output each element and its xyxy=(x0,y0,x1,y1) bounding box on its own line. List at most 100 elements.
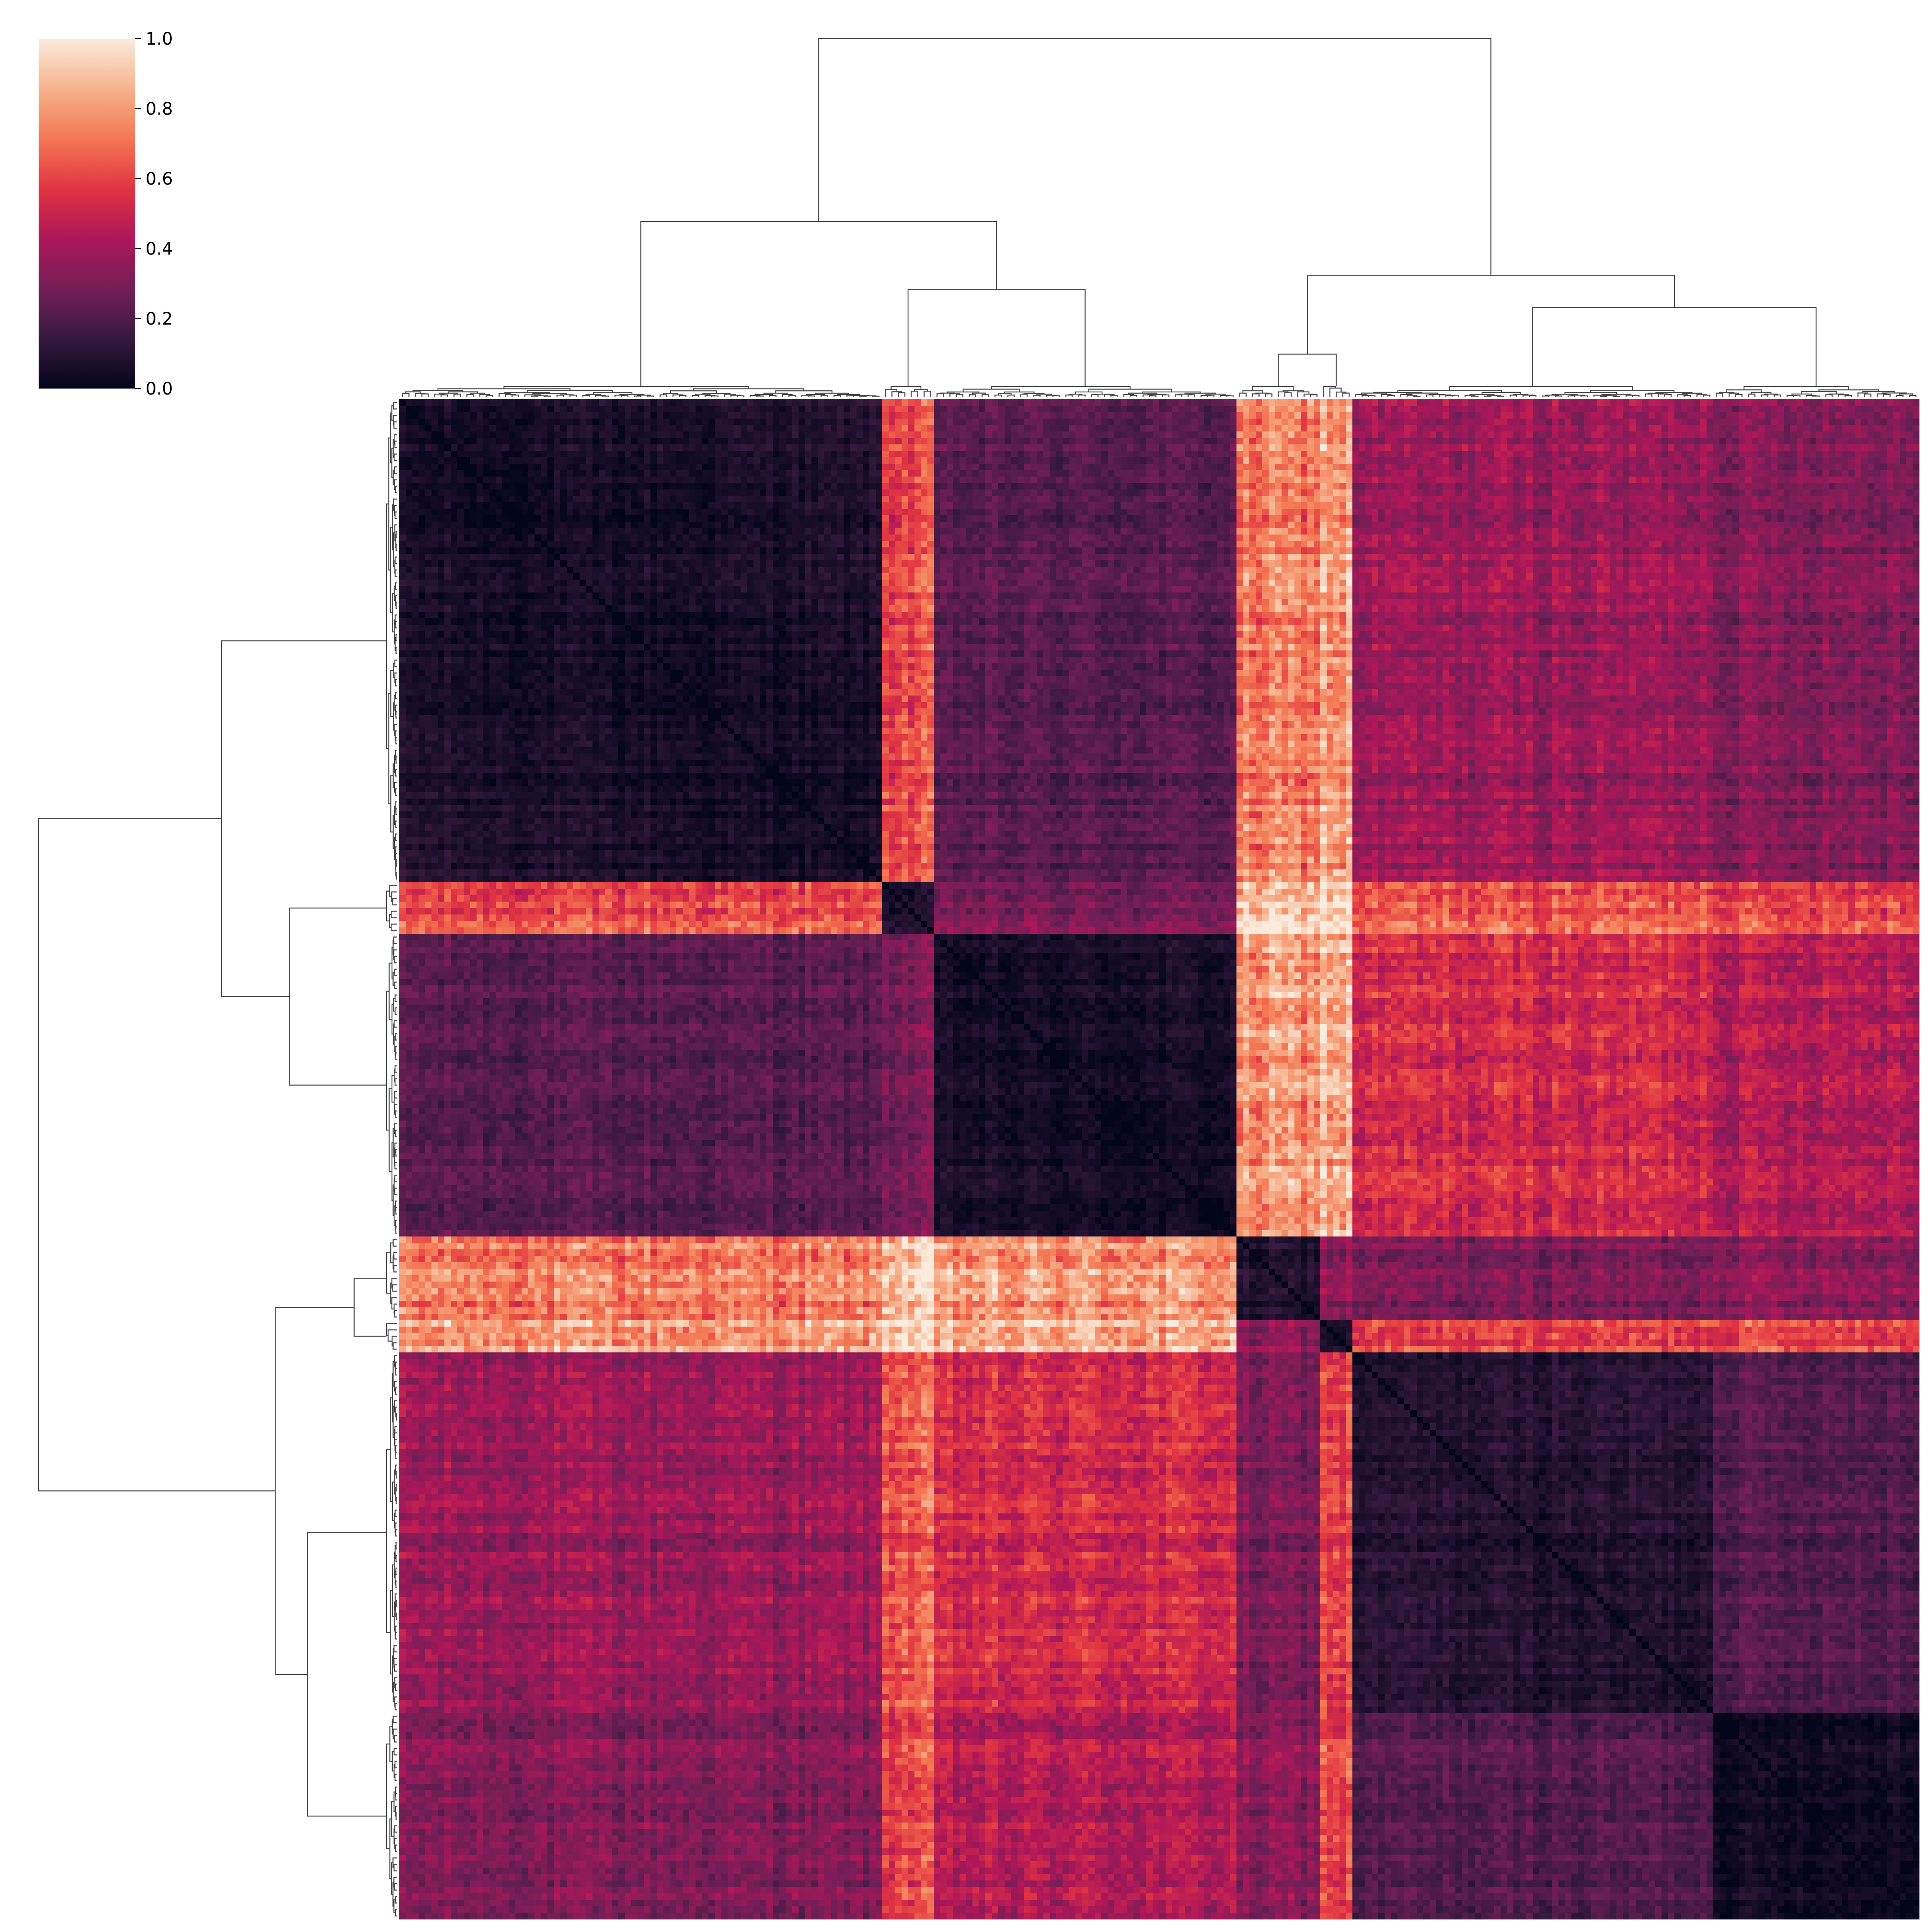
heatmap-cell xyxy=(425,399,432,406)
dendrogram-link xyxy=(1568,396,1575,397)
dendrogram-link xyxy=(441,395,448,397)
dendrogram-link xyxy=(394,1646,397,1652)
dendrogram-link xyxy=(396,873,397,879)
dendrogram-link xyxy=(1176,395,1182,397)
dendrogram-link xyxy=(395,1047,397,1057)
dendrogram-link xyxy=(393,1285,397,1291)
dendrogram-link xyxy=(386,1449,390,1632)
dendrogram-link xyxy=(1533,307,1816,386)
dendrogram-link xyxy=(395,1884,397,1890)
dendrogram-link xyxy=(1884,395,1890,397)
dendrogram-link xyxy=(395,1124,397,1134)
dendrogram-link xyxy=(395,1382,397,1391)
dendrogram-link xyxy=(395,1356,397,1367)
dendrogram-link xyxy=(1762,395,1768,397)
dendrogram-link xyxy=(1150,396,1156,397)
dendrogram-link xyxy=(583,395,589,397)
dendrogram-link xyxy=(1053,396,1060,397)
dendrogram-link xyxy=(454,394,461,397)
dendrogram-link xyxy=(1744,386,1849,390)
dendrogram-link xyxy=(307,1533,386,1816)
colorbar-gradient xyxy=(39,39,135,389)
dendrogram-link xyxy=(1749,394,1755,397)
dendrogram-link xyxy=(394,1095,395,1109)
dendrogram-link xyxy=(1414,396,1420,397)
dendrogram-link xyxy=(1665,395,1671,397)
heatmap-cell xyxy=(399,412,406,419)
dendrogram-link xyxy=(396,1414,397,1420)
heatmap-cell xyxy=(399,451,406,458)
dendrogram-link xyxy=(899,393,905,397)
dendrogram-link xyxy=(1008,395,1015,397)
dendrogram-link xyxy=(1279,354,1337,386)
dendrogram-link xyxy=(821,396,828,397)
dendrogram-link xyxy=(1311,395,1317,397)
dendrogram-link xyxy=(396,1111,397,1118)
heatmap-cell xyxy=(412,399,419,406)
dendrogram-link xyxy=(738,396,744,397)
dendrogram-link xyxy=(395,1369,397,1375)
dendrogram-link xyxy=(395,1665,397,1671)
dendrogram-link xyxy=(395,673,397,683)
dendrogram-link xyxy=(1794,396,1800,397)
dendrogram-link xyxy=(635,396,641,397)
dendrogram-link xyxy=(924,391,931,397)
dendrogram-link xyxy=(1697,395,1707,397)
dendrogram-link xyxy=(396,847,397,854)
dendrogram-link xyxy=(396,757,397,763)
dendrogram-link xyxy=(403,393,409,397)
dendrogram-link xyxy=(1266,394,1272,397)
dendrogram-link xyxy=(422,394,428,397)
dendrogram-link xyxy=(860,396,866,397)
colorbar-tick-label: 0.4 xyxy=(146,239,173,259)
dendrogram-link xyxy=(395,789,397,796)
dendrogram-link xyxy=(39,819,275,1491)
dendrogram-link xyxy=(391,911,397,918)
dendrogram-link xyxy=(1047,395,1057,397)
colorbar-tick-label: 1.0 xyxy=(146,29,173,49)
dendrogram-link xyxy=(394,1021,397,1027)
dendrogram-link xyxy=(1581,396,1588,397)
dendrogram-link xyxy=(1729,393,1739,397)
dendrogram-link xyxy=(395,570,397,577)
dendrogram-link xyxy=(395,1774,397,1781)
dendrogram-link xyxy=(1163,395,1169,397)
dendrogram-link xyxy=(395,1626,397,1636)
dendrogram-link xyxy=(386,1253,391,1294)
dendrogram-link xyxy=(506,395,516,397)
dendrogram-link xyxy=(512,395,519,397)
dendrogram-link xyxy=(386,891,389,921)
heatmap-cell xyxy=(451,399,458,406)
dendrogram-link xyxy=(1188,395,1195,397)
heatmap-cell xyxy=(399,425,406,432)
dendrogram-link xyxy=(395,1066,397,1072)
dendrogram-link xyxy=(395,1034,397,1040)
dendrogram-link xyxy=(395,850,396,869)
dendrogram-link xyxy=(873,396,879,397)
dendrogram-link xyxy=(1307,275,1674,354)
dendrogram-link xyxy=(693,395,699,397)
dendrogram-link xyxy=(1356,395,1367,397)
dendrogram-link xyxy=(395,1704,397,1710)
dendrogram-link xyxy=(396,532,397,538)
dendrogram-link xyxy=(396,821,397,828)
dendrogram-link xyxy=(395,1684,397,1691)
colorbar: 0.00.20.40.60.81.0 xyxy=(39,29,173,399)
dendrogram-link xyxy=(712,396,718,397)
dendrogram-link xyxy=(395,1523,397,1533)
dendrogram-link xyxy=(1555,396,1562,397)
heatmap-cell xyxy=(399,431,406,438)
dendrogram-link xyxy=(757,396,763,397)
dendrogram-link xyxy=(395,834,397,841)
dendrogram-link xyxy=(1130,395,1137,397)
dendrogram-link xyxy=(1388,395,1394,397)
dendrogram-link xyxy=(1613,396,1620,397)
dendrogram-link xyxy=(275,1307,354,1674)
dendrogram-link xyxy=(1865,394,1871,397)
column-dendrogram xyxy=(403,39,1916,397)
dendrogram-link xyxy=(396,1498,397,1504)
dendrogram-link xyxy=(1601,396,1607,397)
dendrogram-link xyxy=(396,1555,397,1562)
dendrogram-link xyxy=(394,1749,397,1755)
dendrogram-link xyxy=(395,1163,397,1169)
